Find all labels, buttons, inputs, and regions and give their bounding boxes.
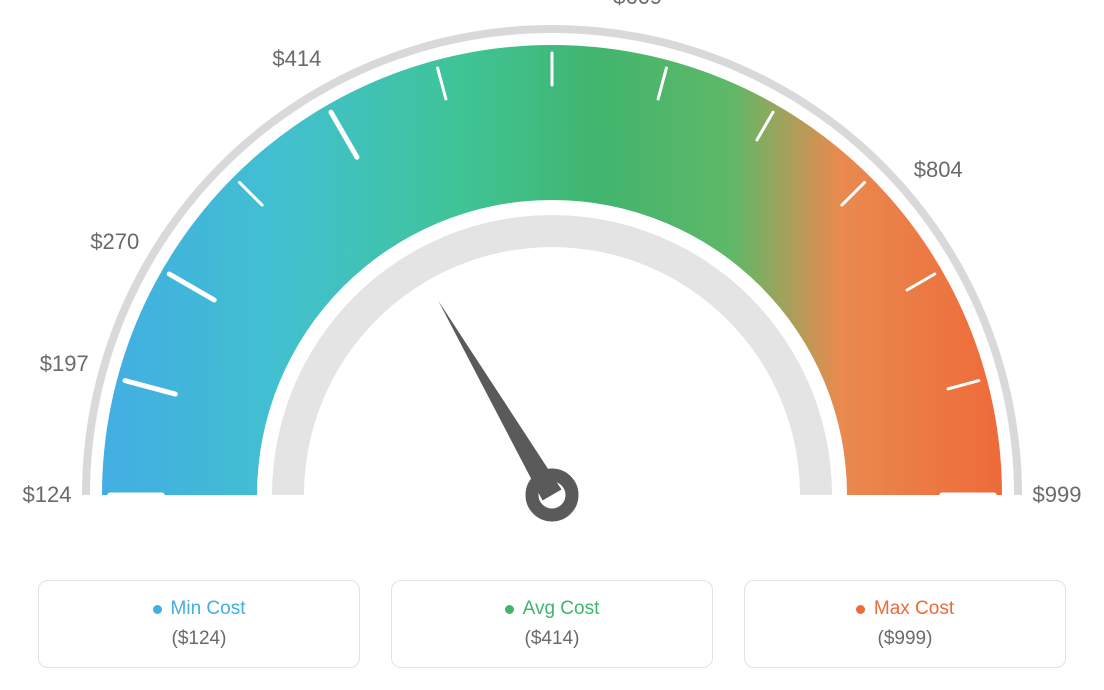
legend-dot-max [856, 605, 865, 614]
legend-title-max: Max Cost [856, 598, 954, 620]
gauge-chart: $124 $197 $270 $414 $609 $804 $999 [0, 0, 1104, 560]
legend-row: Min Cost ($124) Avg Cost ($414) Max Cost… [0, 580, 1104, 668]
gauge-tick-label: $999 [1033, 482, 1082, 508]
gauge-tick-label: $804 [914, 157, 963, 183]
gauge-svg [0, 0, 1104, 560]
legend-title-avg: Avg Cost [505, 598, 600, 620]
legend-title-min: Min Cost [153, 598, 246, 620]
gauge-tick-label: $197 [40, 351, 89, 377]
legend-title-text-max: Max Cost [874, 598, 954, 620]
legend-card-min: Min Cost ($124) [38, 580, 360, 668]
legend-value-min: ($124) [172, 628, 227, 650]
gauge-tick-label: $124 [23, 482, 72, 508]
legend-title-text-avg: Avg Cost [523, 598, 600, 620]
legend-dot-min [153, 605, 162, 614]
legend-card-max: Max Cost ($999) [744, 580, 1066, 668]
legend-value-max: ($999) [878, 628, 933, 650]
legend-dot-avg [505, 605, 514, 614]
gauge-tick-label: $609 [613, 0, 662, 10]
legend-card-avg: Avg Cost ($414) [391, 580, 713, 668]
gauge-tick-label: $270 [90, 229, 139, 255]
gauge-tick-label: $414 [272, 46, 321, 72]
legend-value-avg: ($414) [525, 628, 580, 650]
legend-title-text-min: Min Cost [171, 598, 246, 620]
